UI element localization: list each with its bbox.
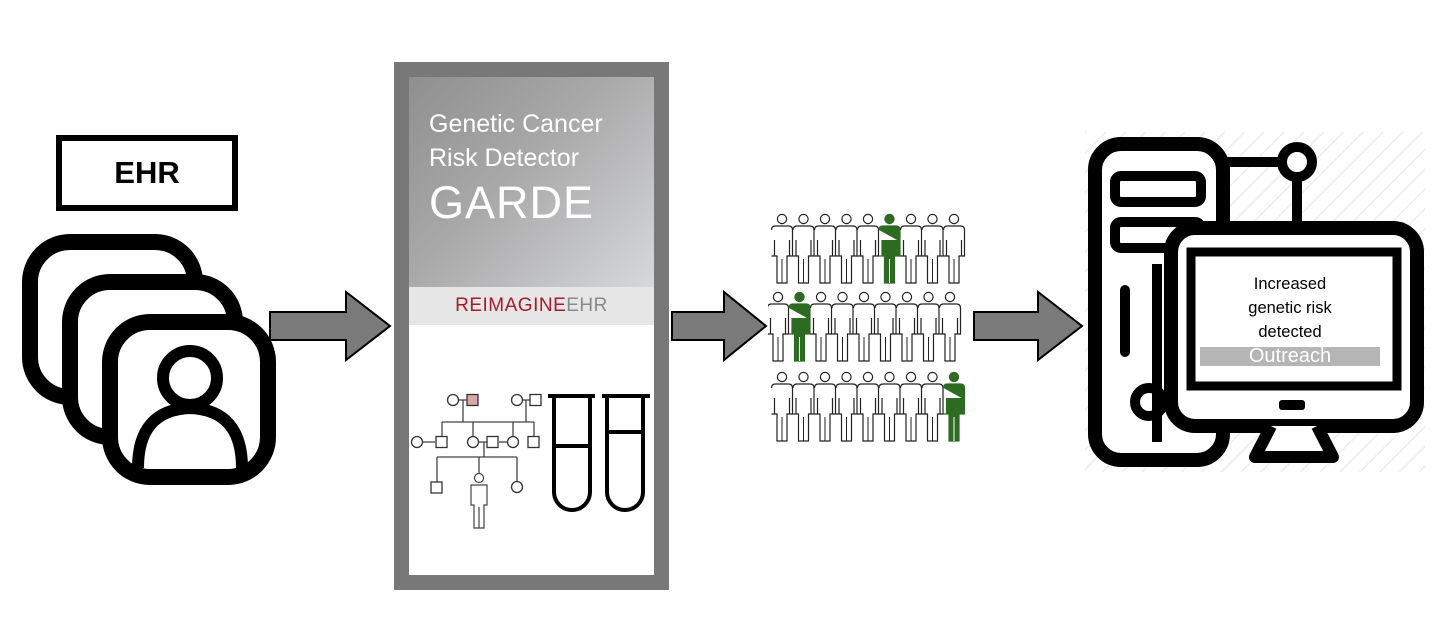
person-icon [938,291,962,362]
person-icon [942,213,966,284]
test-tube-icon [548,394,650,512]
person-icon [770,213,794,284]
alert-line-1: Increased [1253,275,1327,293]
person-icon [835,371,858,442]
person-icon [835,213,858,284]
person-icon [921,213,944,284]
risk-alert-message: Increased genetic risk detected [1202,272,1378,344]
garde-card: Genetic Cancer Risk Detector GARDE REIMA… [409,77,654,575]
flow-arrow-icon [671,290,768,362]
person-icon [899,371,923,442]
garde-title: GARDE [429,177,595,228]
person-icon [878,371,901,442]
person-icon [895,291,919,362]
ehr-label: EHR [56,135,238,211]
person-icon [768,291,790,362]
garde-header: Genetic Cancer Risk Detector GARDE [409,77,654,287]
person-icon-highlighted [788,291,811,362]
garde-title-line2: Risk Detector [429,144,580,172]
pedigree-icon [410,393,542,529]
person-icon [770,371,794,442]
person-icon [813,213,837,284]
person-icon-highlighted [878,213,901,284]
alert-line-2: genetic risk [1248,299,1332,317]
brand-light-text: EHR [566,295,608,316]
person-icon [831,291,854,362]
brand-strong-text: REIMAGINE [455,295,567,316]
reimagine-ehr-logo: REIMAGINE EHR [409,287,654,325]
person-icon [852,291,876,362]
person-icon [899,213,923,284]
flow-arrow-icon [269,290,392,362]
person-icon [874,291,897,362]
patient-records-icon [22,234,276,485]
person-icon [856,213,880,284]
garde-title-line1: Genetic Cancer [429,110,603,138]
person-icon [813,371,837,442]
person-icon [809,291,833,362]
person-icon [792,371,815,442]
outreach-button[interactable]: Outreach [1200,347,1380,366]
person-icon [921,371,944,442]
person-icon [856,371,880,442]
garde-panel: Genetic Cancer Risk Detector GARDE REIMA… [394,62,669,590]
patient-population [768,213,966,442]
person-icon-highlighted [942,371,966,442]
alert-line-3: detected [1258,323,1322,341]
computer-icon [1085,132,1425,472]
person-icon [917,291,940,362]
person-icon [792,213,815,284]
flow-arrow-icon [973,290,1084,362]
